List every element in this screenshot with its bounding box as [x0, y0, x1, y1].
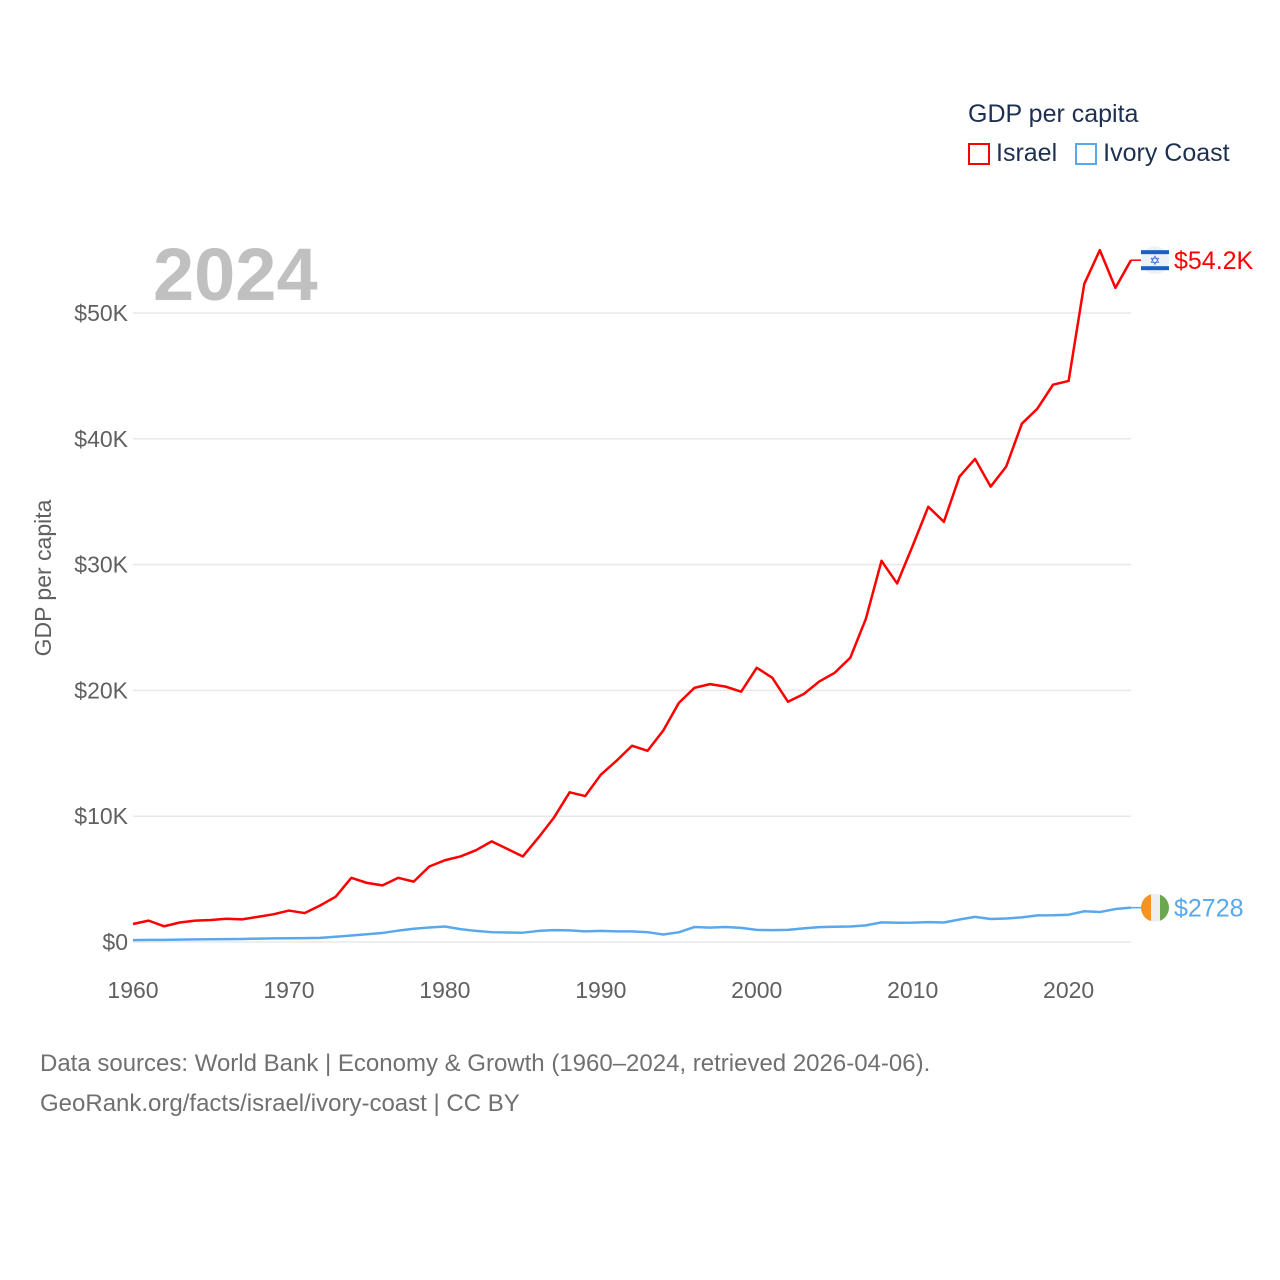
x-tick-label: 1970: [263, 977, 314, 1003]
x-tick-label: 1980: [419, 977, 470, 1003]
ivory-coast-flag-icon: [1141, 893, 1169, 922]
x-tick-label: 2000: [731, 977, 782, 1003]
y-tick-label: $20K: [74, 677, 128, 703]
star-of-david: ✡: [1150, 253, 1161, 268]
x-tick-label: 2020: [1043, 977, 1094, 1003]
x-tick-label: 1960: [107, 977, 158, 1003]
legend-label-ivory-coast: Ivory Coast: [1103, 139, 1230, 167]
series-line-israel: [132, 248, 1133, 928]
legend-swatch-israel: [968, 142, 990, 165]
x-tick-label: 2010: [887, 977, 938, 1003]
flag-orange: [1141, 893, 1151, 922]
y-tick-label: $10K: [74, 803, 128, 829]
flag-green: [1160, 893, 1169, 922]
flag-stripe: [1141, 250, 1169, 255]
israel-flag-icon: ✡: [1141, 246, 1169, 275]
source-link[interactable]: GeoRank.org/facts/israel/ivory-coast | C…: [40, 1090, 520, 1117]
end-value-label: $54.2K: [1174, 247, 1254, 275]
y-tick-label: $0: [102, 929, 128, 955]
y-axis-label: GDP per capita: [30, 499, 56, 656]
legend-label-israel: Israel: [996, 139, 1058, 167]
flag-stripe: [1141, 266, 1169, 271]
legend: GDP per capita Israel Ivory Coast: [968, 100, 1230, 168]
footer: Data sources: World Bank | Economy & Gro…: [40, 1044, 930, 1124]
legend-swatch-ivory-coast: [1075, 142, 1098, 165]
series-line-ivory-coast: [132, 906, 1132, 942]
data-sources: Data sources: World Bank | Economy & Gro…: [40, 1050, 931, 1077]
y-tick-label: $30K: [74, 552, 128, 578]
y-tick-label: $50K: [74, 300, 128, 326]
year-label: 2024: [153, 233, 318, 316]
legend-item-ivory-coast[interactable]: Ivory Coast: [1075, 139, 1230, 168]
y-tick-label: $40K: [74, 426, 128, 452]
x-tick-label: 1990: [575, 977, 626, 1003]
legend-title: GDP per capita: [968, 100, 1139, 128]
flag-white: [1151, 893, 1160, 922]
legend-item-israel[interactable]: Israel: [968, 139, 1057, 168]
end-value-label: $2728: [1174, 895, 1244, 923]
